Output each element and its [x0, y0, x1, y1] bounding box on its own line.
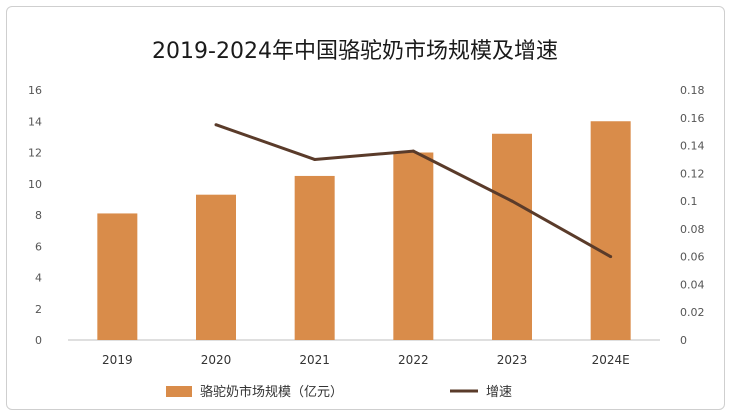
x-tick-label: 2023 [497, 353, 528, 367]
right-tick-label: 0.18 [680, 84, 705, 97]
legend-bar-swatch [166, 386, 192, 397]
left-tick-label: 4 [35, 272, 42, 285]
legend: 骆驼奶市场规模（亿元） 增速 [166, 384, 512, 400]
left-tick-label: 8 [35, 209, 42, 222]
bar [196, 194, 236, 340]
chart-title: 2019-2024年中国骆驼奶市场规模及增速 [152, 39, 558, 64]
right-tick-label: 0.12 [680, 167, 705, 180]
line-series [214, 123, 613, 259]
right-tick-label: 0.04 [680, 278, 705, 291]
left-tick-label: 16 [28, 84, 42, 97]
x-tick-label: 2022 [398, 353, 429, 367]
left-tick-label: 10 [28, 178, 42, 191]
bar [590, 121, 631, 340]
left-tick-label: 2 [35, 303, 42, 316]
left-tick-label: 14 [28, 115, 42, 128]
x-axis: 2019 2020 2021 2022 2023 2024E [102, 353, 630, 367]
line-point [313, 157, 317, 161]
left-tick-label: 12 [28, 147, 42, 160]
x-tick-label: 2021 [299, 353, 330, 367]
line-point [510, 199, 514, 203]
right-tick-label: 0.16 [680, 112, 705, 125]
right-tick-label: 0.08 [680, 223, 705, 236]
legend-bar-label: 骆驼奶市场规模（亿元） [200, 384, 343, 400]
bar-series [97, 121, 631, 340]
right-axis: 0 0.02 0.04 0.06 0.08 0.1 0.12 0.14 0.16 0.18 [680, 84, 705, 347]
bar [294, 175, 335, 340]
legend-line-label: 增速 [486, 385, 512, 400]
left-tick-label: 6 [35, 240, 42, 253]
line-point [411, 149, 415, 153]
right-tick-label: 0.1 [680, 195, 698, 208]
right-tick-label: 0.14 [680, 140, 705, 153]
right-tick-label: 0.02 [680, 306, 705, 319]
x-tick-label: 2024E [592, 353, 630, 367]
line-point [609, 255, 613, 259]
bar [393, 152, 434, 340]
x-tick-label: 2019 [102, 353, 133, 367]
bar [492, 133, 532, 340]
left-axis: 0 2 4 6 8 10 12 14 16 [28, 84, 42, 347]
right-tick-label: 0.06 [680, 251, 705, 264]
right-tick-label: 0 [680, 334, 687, 347]
bar [97, 213, 138, 340]
left-tick-label: 0 [35, 334, 42, 347]
line-point [214, 123, 218, 127]
x-tick-label: 2020 [201, 353, 232, 367]
